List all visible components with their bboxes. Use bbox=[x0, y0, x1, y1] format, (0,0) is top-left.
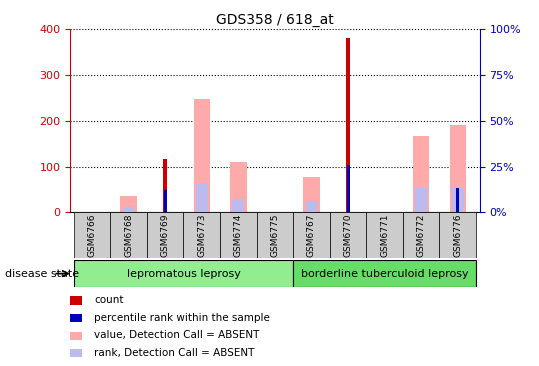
Text: GSM6772: GSM6772 bbox=[417, 213, 426, 257]
Text: GSM6766: GSM6766 bbox=[87, 213, 96, 257]
Text: rank, Detection Call = ABSENT: rank, Detection Call = ABSENT bbox=[94, 348, 255, 358]
Bar bbox=[403, 212, 439, 258]
Bar bbox=[74, 260, 293, 287]
Bar bbox=[450, 125, 466, 212]
Bar bbox=[346, 37, 350, 212]
Bar bbox=[457, 188, 459, 212]
Text: GSM6771: GSM6771 bbox=[380, 213, 389, 257]
Text: GSM6776: GSM6776 bbox=[453, 213, 462, 257]
Bar bbox=[303, 177, 320, 212]
Text: GSM6767: GSM6767 bbox=[307, 213, 316, 257]
Bar bbox=[330, 212, 367, 258]
Text: GSM6769: GSM6769 bbox=[161, 213, 170, 257]
Text: borderline tuberculoid leprosy: borderline tuberculoid leprosy bbox=[301, 269, 468, 279]
Text: GSM6774: GSM6774 bbox=[234, 213, 243, 257]
Bar bbox=[164, 190, 167, 212]
Bar bbox=[306, 201, 317, 212]
Text: GSM6773: GSM6773 bbox=[197, 213, 206, 257]
Text: value, Detection Call = ABSENT: value, Detection Call = ABSENT bbox=[94, 330, 260, 340]
Bar bbox=[74, 212, 110, 258]
Bar bbox=[416, 188, 427, 212]
Bar bbox=[452, 188, 464, 212]
Bar bbox=[347, 165, 349, 212]
Bar bbox=[413, 137, 430, 212]
Bar bbox=[120, 196, 137, 212]
Text: GSM6768: GSM6768 bbox=[124, 213, 133, 257]
Text: count: count bbox=[94, 295, 124, 305]
Bar bbox=[110, 212, 147, 258]
Bar bbox=[220, 212, 257, 258]
Text: GSM6775: GSM6775 bbox=[271, 213, 279, 257]
Bar bbox=[257, 212, 293, 258]
Text: lepromatous leprosy: lepromatous leprosy bbox=[127, 269, 240, 279]
Bar bbox=[147, 212, 183, 258]
Title: GDS358 / 618_at: GDS358 / 618_at bbox=[216, 13, 334, 27]
Bar bbox=[183, 212, 220, 258]
Text: disease state: disease state bbox=[5, 269, 80, 279]
Bar bbox=[163, 159, 168, 212]
Bar bbox=[232, 198, 244, 212]
Bar bbox=[439, 212, 476, 258]
Text: percentile rank within the sample: percentile rank within the sample bbox=[94, 313, 270, 323]
Bar bbox=[196, 183, 208, 212]
Bar bbox=[293, 212, 330, 258]
Bar bbox=[123, 207, 134, 212]
Bar bbox=[367, 212, 403, 258]
Text: GSM6770: GSM6770 bbox=[343, 213, 353, 257]
Bar bbox=[194, 99, 210, 212]
Bar bbox=[293, 260, 476, 287]
Bar bbox=[230, 162, 246, 212]
